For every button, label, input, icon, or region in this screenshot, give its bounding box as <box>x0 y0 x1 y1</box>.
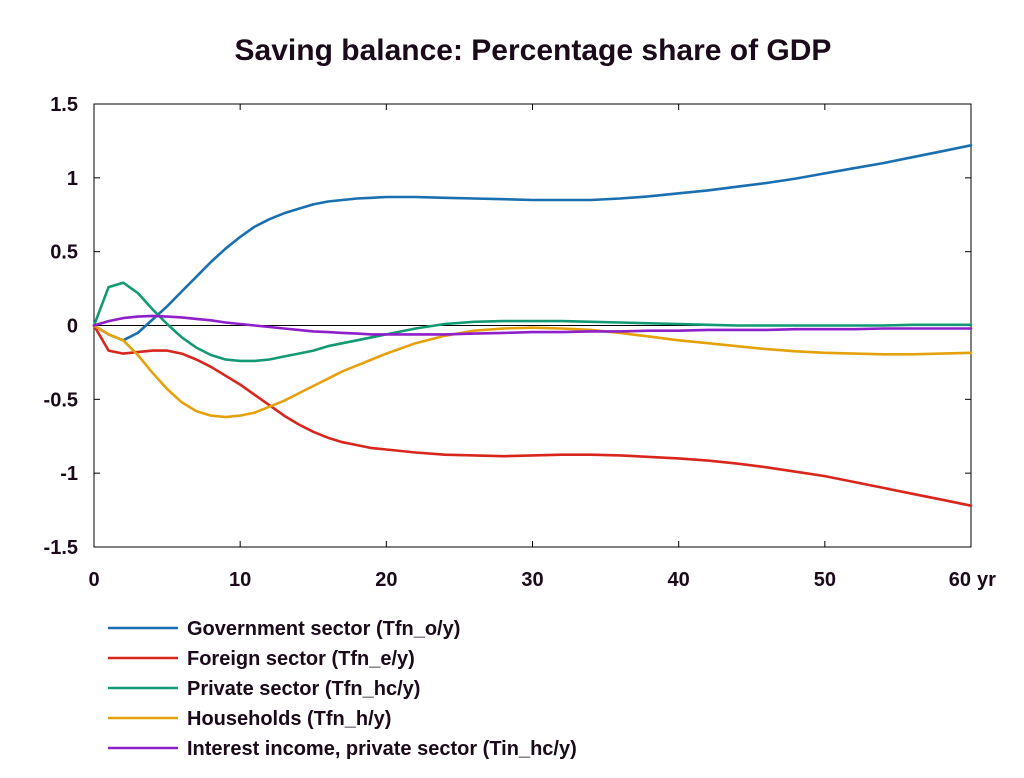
y-tick-label: 0 <box>67 316 78 338</box>
x-tick-label: 0 <box>88 569 99 591</box>
x-tick-label: 50 <box>814 569 836 591</box>
series-line-5 <box>92 314 973 336</box>
y-tick-label: -1 <box>60 463 78 485</box>
y-tick-label: -0.5 <box>44 389 78 411</box>
x-tick-label: 60 <box>949 569 971 591</box>
series-line-2 <box>92 324 973 508</box>
legend-label: Foreign sector (Tfn_e/y) <box>187 648 415 670</box>
legend-label: Government sector (Tfn_o/y) <box>187 618 460 640</box>
legend-label: Private sector (Tfn_hc/y) <box>187 678 420 700</box>
legend-label: Households (Tfn_h/y) <box>187 708 391 730</box>
y-tick-label: 1.5 <box>50 94 78 116</box>
y-tick-label: 0.5 <box>50 242 78 264</box>
x-tick-label: 20 <box>375 569 397 591</box>
x-tick-label: 10 <box>229 569 251 591</box>
series-line-1 <box>92 144 973 342</box>
x-tick-label: 40 <box>668 569 690 591</box>
x-tick-label: 30 <box>521 569 543 591</box>
y-tick-label: -1.5 <box>44 537 78 559</box>
plot-axes: -1.5 -1 -0.5 0 0.5 1 1.5 0 10 20 30 40 50 60 yr <box>44 94 997 591</box>
series-line-4 <box>92 324 973 419</box>
x-unit-label: yr <box>977 569 996 591</box>
y-tick-label: 1 <box>67 168 78 190</box>
series-layer <box>92 144 973 508</box>
legend: Government sector (Tfn_o/y) Foreign secto… <box>108 618 577 760</box>
legend-label: Interest income, private sector (Tin_hc/… <box>187 738 577 760</box>
chart-title: Saving balance: Percentage share of GDP <box>235 34 832 67</box>
